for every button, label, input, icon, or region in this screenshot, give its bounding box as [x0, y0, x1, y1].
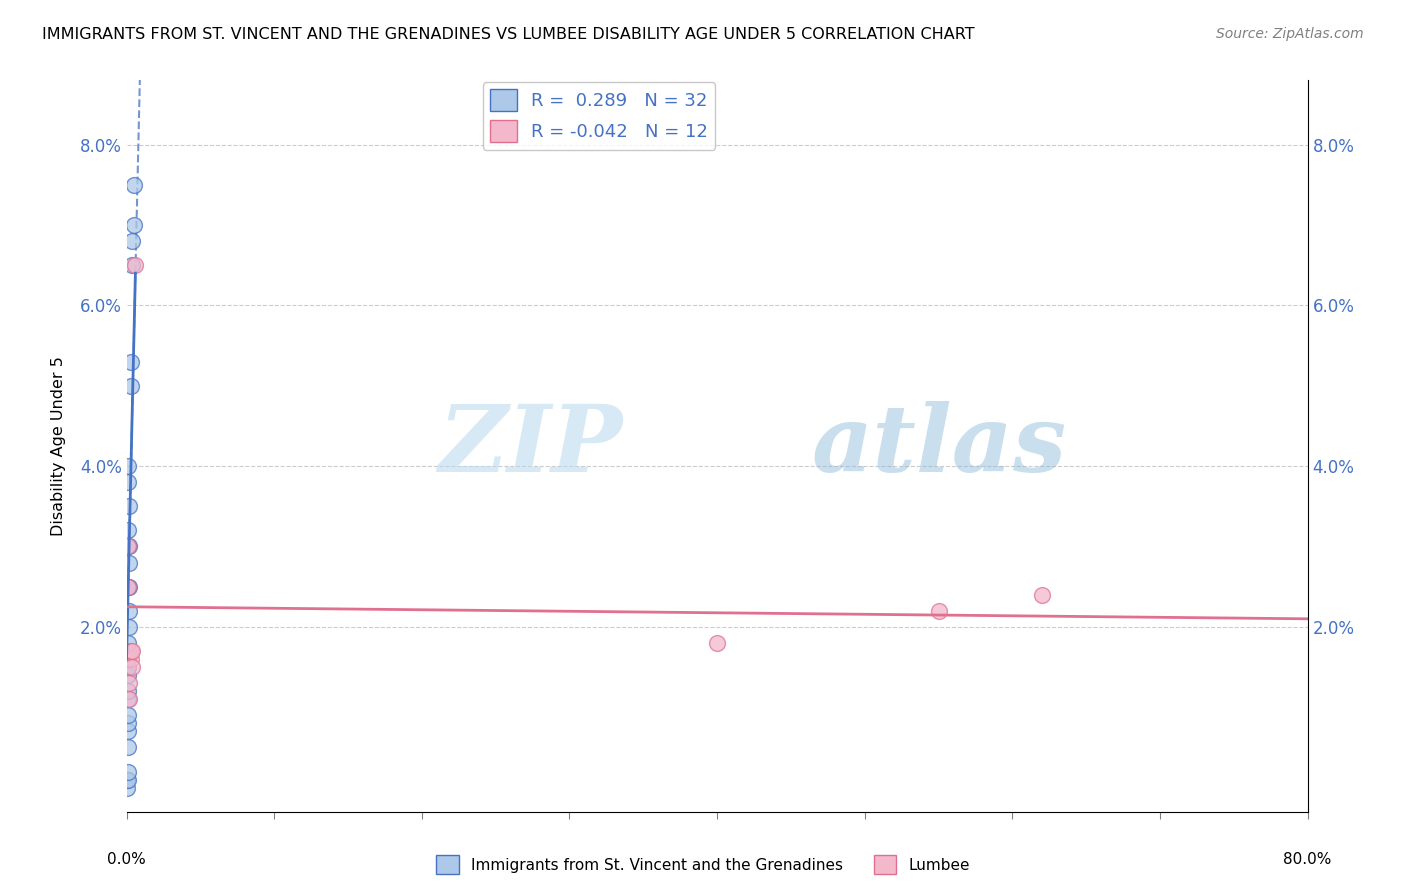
Point: [117, 540, 139, 554]
Point: [117, 764, 139, 779]
Point: [117, 475, 139, 490]
Point: [117, 772, 139, 787]
Point: [121, 258, 143, 272]
Point: [117, 540, 139, 554]
Point: [118, 676, 141, 690]
Point: [121, 660, 143, 674]
Point: [120, 354, 142, 368]
Point: [122, 178, 145, 192]
Point: [118, 556, 141, 570]
Point: [706, 636, 728, 650]
Point: [117, 644, 139, 658]
Point: [117, 652, 139, 666]
Text: IMMIGRANTS FROM ST. VINCENT AND THE GRENADINES VS LUMBEE DISABILITY AGE UNDER 5 : IMMIGRANTS FROM ST. VINCENT AND THE GREN…: [42, 27, 974, 42]
Point: [117, 692, 139, 706]
Point: [117, 459, 139, 474]
Point: [118, 604, 141, 618]
Point: [118, 500, 141, 514]
Point: [117, 708, 139, 723]
Point: [117, 636, 139, 650]
Point: [117, 772, 139, 787]
Point: [122, 218, 145, 232]
Point: [117, 684, 139, 698]
Point: [117, 660, 139, 674]
Y-axis label: Disability Age Under 5: Disability Age Under 5: [51, 356, 66, 536]
Text: Source: ZipAtlas.com: Source: ZipAtlas.com: [1216, 27, 1364, 41]
Point: [117, 716, 139, 731]
Point: [928, 604, 950, 618]
Point: [117, 668, 139, 682]
Point: [117, 524, 139, 538]
Point: [117, 740, 139, 755]
Point: [118, 540, 141, 554]
Point: [120, 378, 142, 392]
Point: [120, 652, 142, 666]
Text: atlas: atlas: [811, 401, 1067, 491]
Point: [117, 780, 139, 795]
Point: [124, 258, 146, 272]
Point: [118, 580, 141, 594]
Point: [1031, 588, 1053, 602]
Point: [121, 234, 143, 248]
Point: [117, 724, 139, 739]
Point: [120, 644, 142, 658]
Point: [117, 580, 139, 594]
Legend: R =  0.289   N = 32, R = -0.042   N = 12: R = 0.289 N = 32, R = -0.042 N = 12: [482, 82, 716, 150]
Text: 80.0%: 80.0%: [1284, 852, 1331, 867]
Point: [118, 620, 141, 634]
Point: [118, 692, 141, 706]
Legend: Immigrants from St. Vincent and the Grenadines, Lumbee: Immigrants from St. Vincent and the Gren…: [430, 849, 976, 880]
Text: ZIP: ZIP: [439, 401, 623, 491]
Text: 0.0%: 0.0%: [107, 852, 146, 867]
Point: [117, 580, 139, 594]
Point: [121, 644, 143, 658]
